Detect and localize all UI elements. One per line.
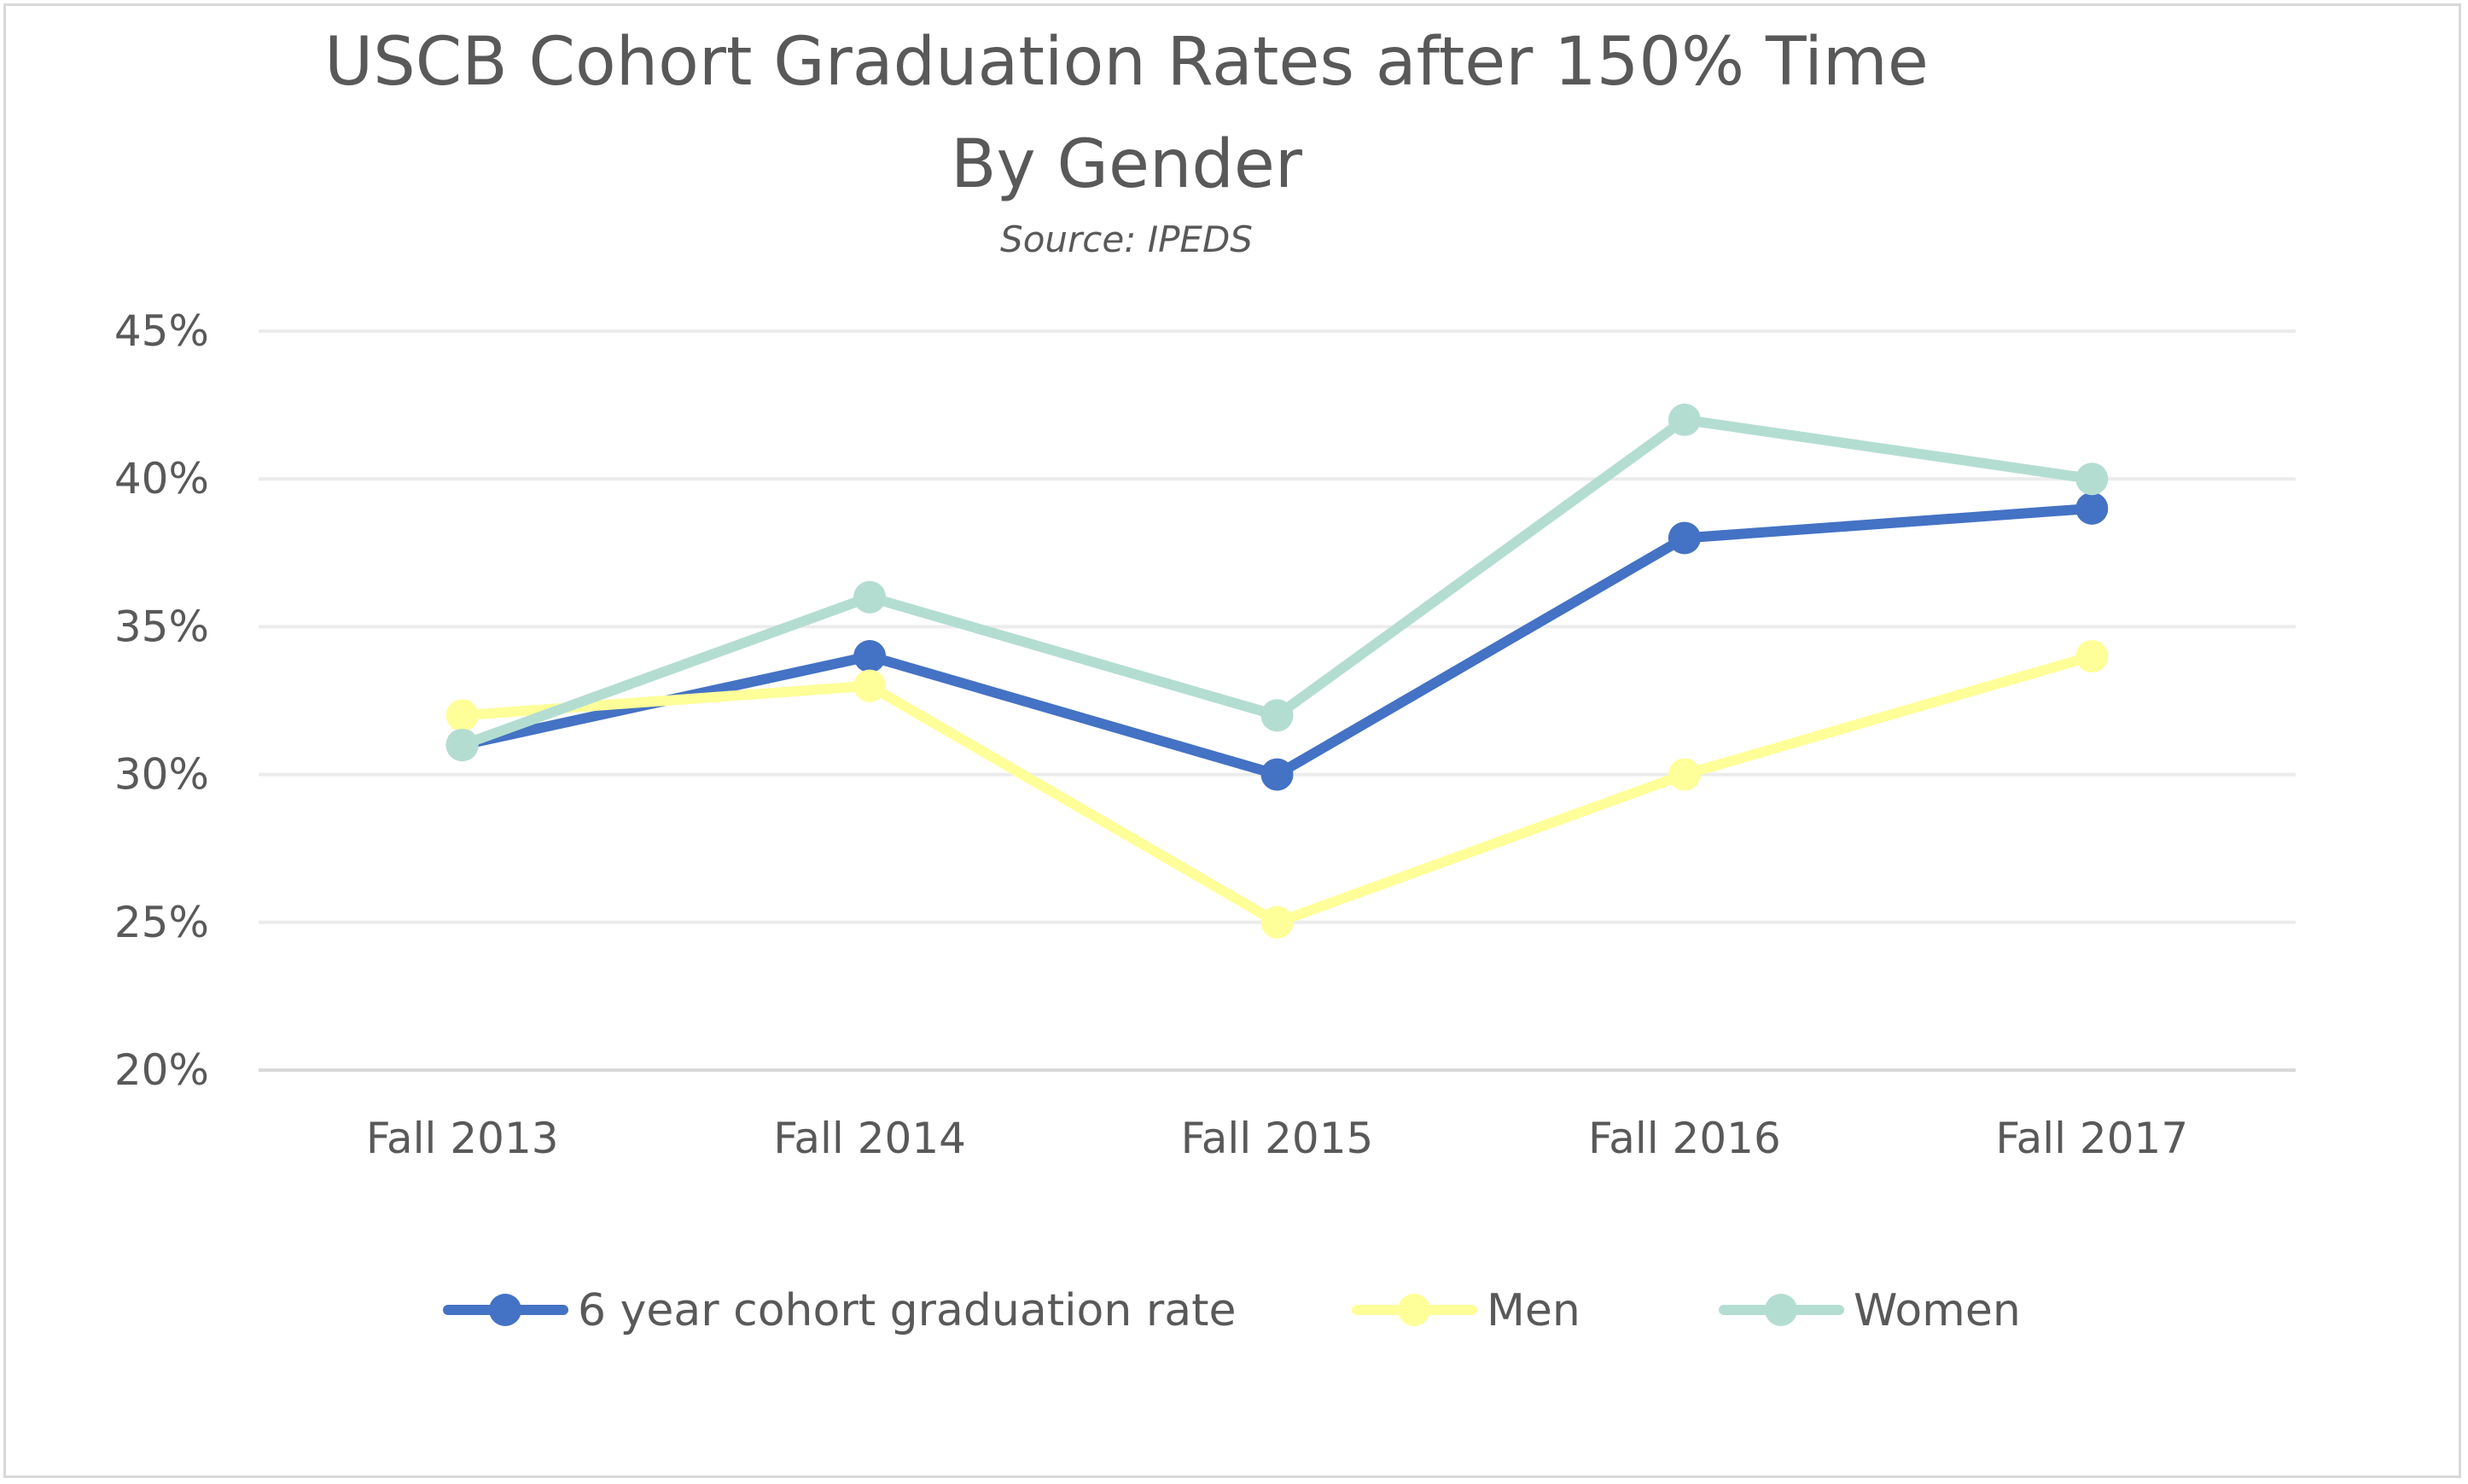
y-axis-ticks: 20% 25% 30% 35% 40% 45% [114,306,209,1095]
data-point [1668,403,1701,436]
x-tick-label: Fall 2017 [1995,1114,2188,1163]
series-2 [445,403,2109,761]
y-tick-label: 40% [114,454,209,503]
legend: 6 year cohort graduation rate Men Women [443,1285,2021,1336]
x-tick-label: Fall 2014 [773,1114,966,1163]
y-tick-label: 35% [114,602,209,651]
y-tick-label: 30% [114,750,209,800]
x-tick-label: Fall 2013 [366,1114,559,1163]
data-point [2075,640,2109,673]
chart-title: USCB Cohort Graduation Rates after 150% … [324,24,1929,101]
data-point [445,728,479,761]
legend-item: Women [1719,1285,2021,1336]
series-0 [445,492,2109,791]
chart-subtitle: Source: IPEDS [1000,218,1253,260]
y-tick-label: 45% [114,306,209,356]
x-axis-ticks: Fall 2013 Fall 2014 Fall 2015 Fall 2016 Fall… [366,1114,2188,1163]
legend-item: 6 year cohort graduation rate [443,1285,1236,1336]
data-point [2075,463,2109,496]
data-point [2075,492,2109,525]
x-tick-label: Fall 2016 [1588,1114,1781,1163]
chart-frame [3,3,2461,1478]
data-point [853,580,887,614]
y-tick-label: 25% [114,898,209,947]
data-point [1260,758,1294,791]
legend-label: 6 year cohort graduation rate [578,1285,1236,1336]
data-point [1260,699,1294,732]
series-1 [445,640,2109,939]
data-point [1668,758,1701,791]
series-line [457,503,2098,780]
data-point [1668,521,1701,555]
data-point [445,699,479,732]
data-point [853,669,887,702]
data-point [1260,905,1294,939]
legend-swatch-marker [489,1294,521,1326]
x-tick-label: Fall 2015 [1181,1114,1374,1163]
legend-item: Men [1352,1285,1580,1336]
legend-label: Men [1487,1285,1580,1336]
chart-title-line2: By Gender [951,126,1302,203]
data-point [853,640,887,673]
legend-label: Women [1854,1285,2021,1336]
legend-swatch-marker [1765,1294,1797,1326]
series-group [445,403,2109,939]
y-tick-label: 20% [114,1045,209,1095]
legend-swatch-marker [1398,1294,1430,1326]
